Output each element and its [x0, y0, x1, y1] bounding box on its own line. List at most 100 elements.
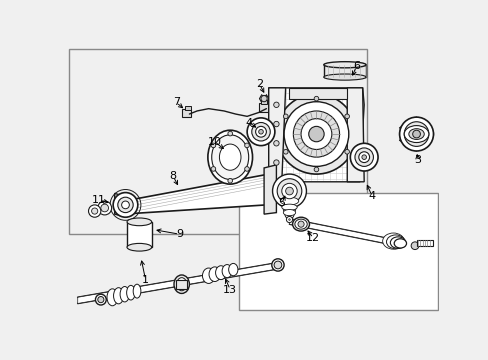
Bar	[68, 49, 366, 234]
Ellipse shape	[208, 267, 220, 282]
Circle shape	[272, 174, 306, 208]
Polygon shape	[289, 88, 346, 99]
Circle shape	[301, 119, 331, 149]
Circle shape	[98, 201, 111, 215]
Polygon shape	[346, 88, 364, 182]
Text: 9: 9	[176, 229, 183, 239]
Ellipse shape	[382, 233, 404, 249]
Polygon shape	[122, 174, 268, 214]
Text: 13: 13	[223, 285, 237, 294]
Circle shape	[255, 126, 266, 137]
Bar	[324, 65, 366, 77]
Circle shape	[244, 167, 249, 171]
Ellipse shape	[389, 237, 405, 248]
Ellipse shape	[228, 264, 238, 276]
Circle shape	[285, 210, 293, 219]
Circle shape	[284, 102, 348, 166]
Circle shape	[354, 148, 373, 166]
Text: 4: 4	[367, 191, 375, 201]
Bar	[261, 100, 266, 104]
Ellipse shape	[294, 219, 306, 229]
Text: 8: 8	[169, 171, 177, 181]
Polygon shape	[115, 193, 127, 217]
Circle shape	[276, 94, 356, 174]
Circle shape	[273, 141, 279, 146]
Circle shape	[274, 261, 281, 269]
Circle shape	[412, 130, 420, 138]
Text: 5: 5	[278, 198, 285, 208]
Circle shape	[211, 167, 215, 171]
Ellipse shape	[404, 126, 428, 143]
Bar	[258, 103, 269, 112]
Circle shape	[91, 208, 98, 214]
Text: 11: 11	[92, 195, 106, 205]
Circle shape	[98, 297, 104, 303]
Text: 12: 12	[305, 233, 320, 243]
Circle shape	[118, 197, 133, 213]
Circle shape	[358, 152, 369, 163]
Ellipse shape	[399, 122, 432, 145]
Ellipse shape	[120, 287, 129, 302]
Ellipse shape	[281, 204, 297, 210]
Ellipse shape	[283, 210, 295, 216]
Ellipse shape	[174, 275, 189, 293]
Circle shape	[349, 143, 377, 171]
Polygon shape	[268, 88, 285, 182]
Circle shape	[273, 160, 279, 165]
Ellipse shape	[323, 74, 366, 80]
Circle shape	[227, 179, 232, 183]
Text: 2: 2	[255, 79, 263, 89]
Circle shape	[286, 212, 291, 216]
Circle shape	[122, 201, 129, 209]
Ellipse shape	[113, 288, 123, 304]
Circle shape	[285, 205, 293, 213]
Ellipse shape	[323, 62, 366, 68]
Circle shape	[308, 126, 324, 142]
Circle shape	[88, 205, 101, 217]
Circle shape	[227, 131, 232, 136]
Ellipse shape	[126, 285, 135, 300]
Ellipse shape	[176, 278, 186, 291]
Circle shape	[95, 294, 106, 305]
Bar	[176, 280, 187, 289]
Ellipse shape	[127, 243, 151, 251]
Ellipse shape	[280, 197, 298, 205]
Circle shape	[258, 130, 263, 134]
Text: 1: 1	[142, 275, 149, 285]
Circle shape	[410, 242, 418, 249]
Ellipse shape	[215, 266, 226, 280]
Circle shape	[251, 122, 270, 141]
Bar	[239, 193, 437, 310]
Polygon shape	[127, 222, 151, 247]
Ellipse shape	[386, 235, 404, 249]
Ellipse shape	[222, 265, 232, 278]
Bar	[182, 109, 190, 117]
Polygon shape	[264, 165, 276, 214]
Circle shape	[246, 118, 274, 145]
Circle shape	[286, 216, 292, 222]
Bar	[184, 106, 190, 110]
Circle shape	[273, 102, 279, 108]
Circle shape	[285, 187, 293, 195]
Text: 4: 4	[245, 117, 252, 127]
Circle shape	[283, 114, 287, 119]
Ellipse shape	[107, 289, 118, 306]
Circle shape	[211, 143, 215, 148]
Circle shape	[408, 126, 424, 142]
Text: 10: 10	[207, 137, 222, 147]
Circle shape	[297, 221, 304, 227]
Circle shape	[281, 183, 297, 199]
Ellipse shape	[127, 218, 151, 226]
Circle shape	[313, 96, 318, 101]
Circle shape	[283, 149, 287, 154]
Circle shape	[344, 149, 349, 154]
Circle shape	[101, 204, 108, 212]
Circle shape	[113, 193, 138, 217]
Ellipse shape	[207, 130, 252, 184]
Ellipse shape	[202, 268, 214, 283]
Polygon shape	[78, 263, 277, 303]
Ellipse shape	[408, 129, 424, 139]
Circle shape	[313, 167, 318, 172]
Circle shape	[399, 117, 432, 151]
Text: 7: 7	[172, 98, 180, 108]
